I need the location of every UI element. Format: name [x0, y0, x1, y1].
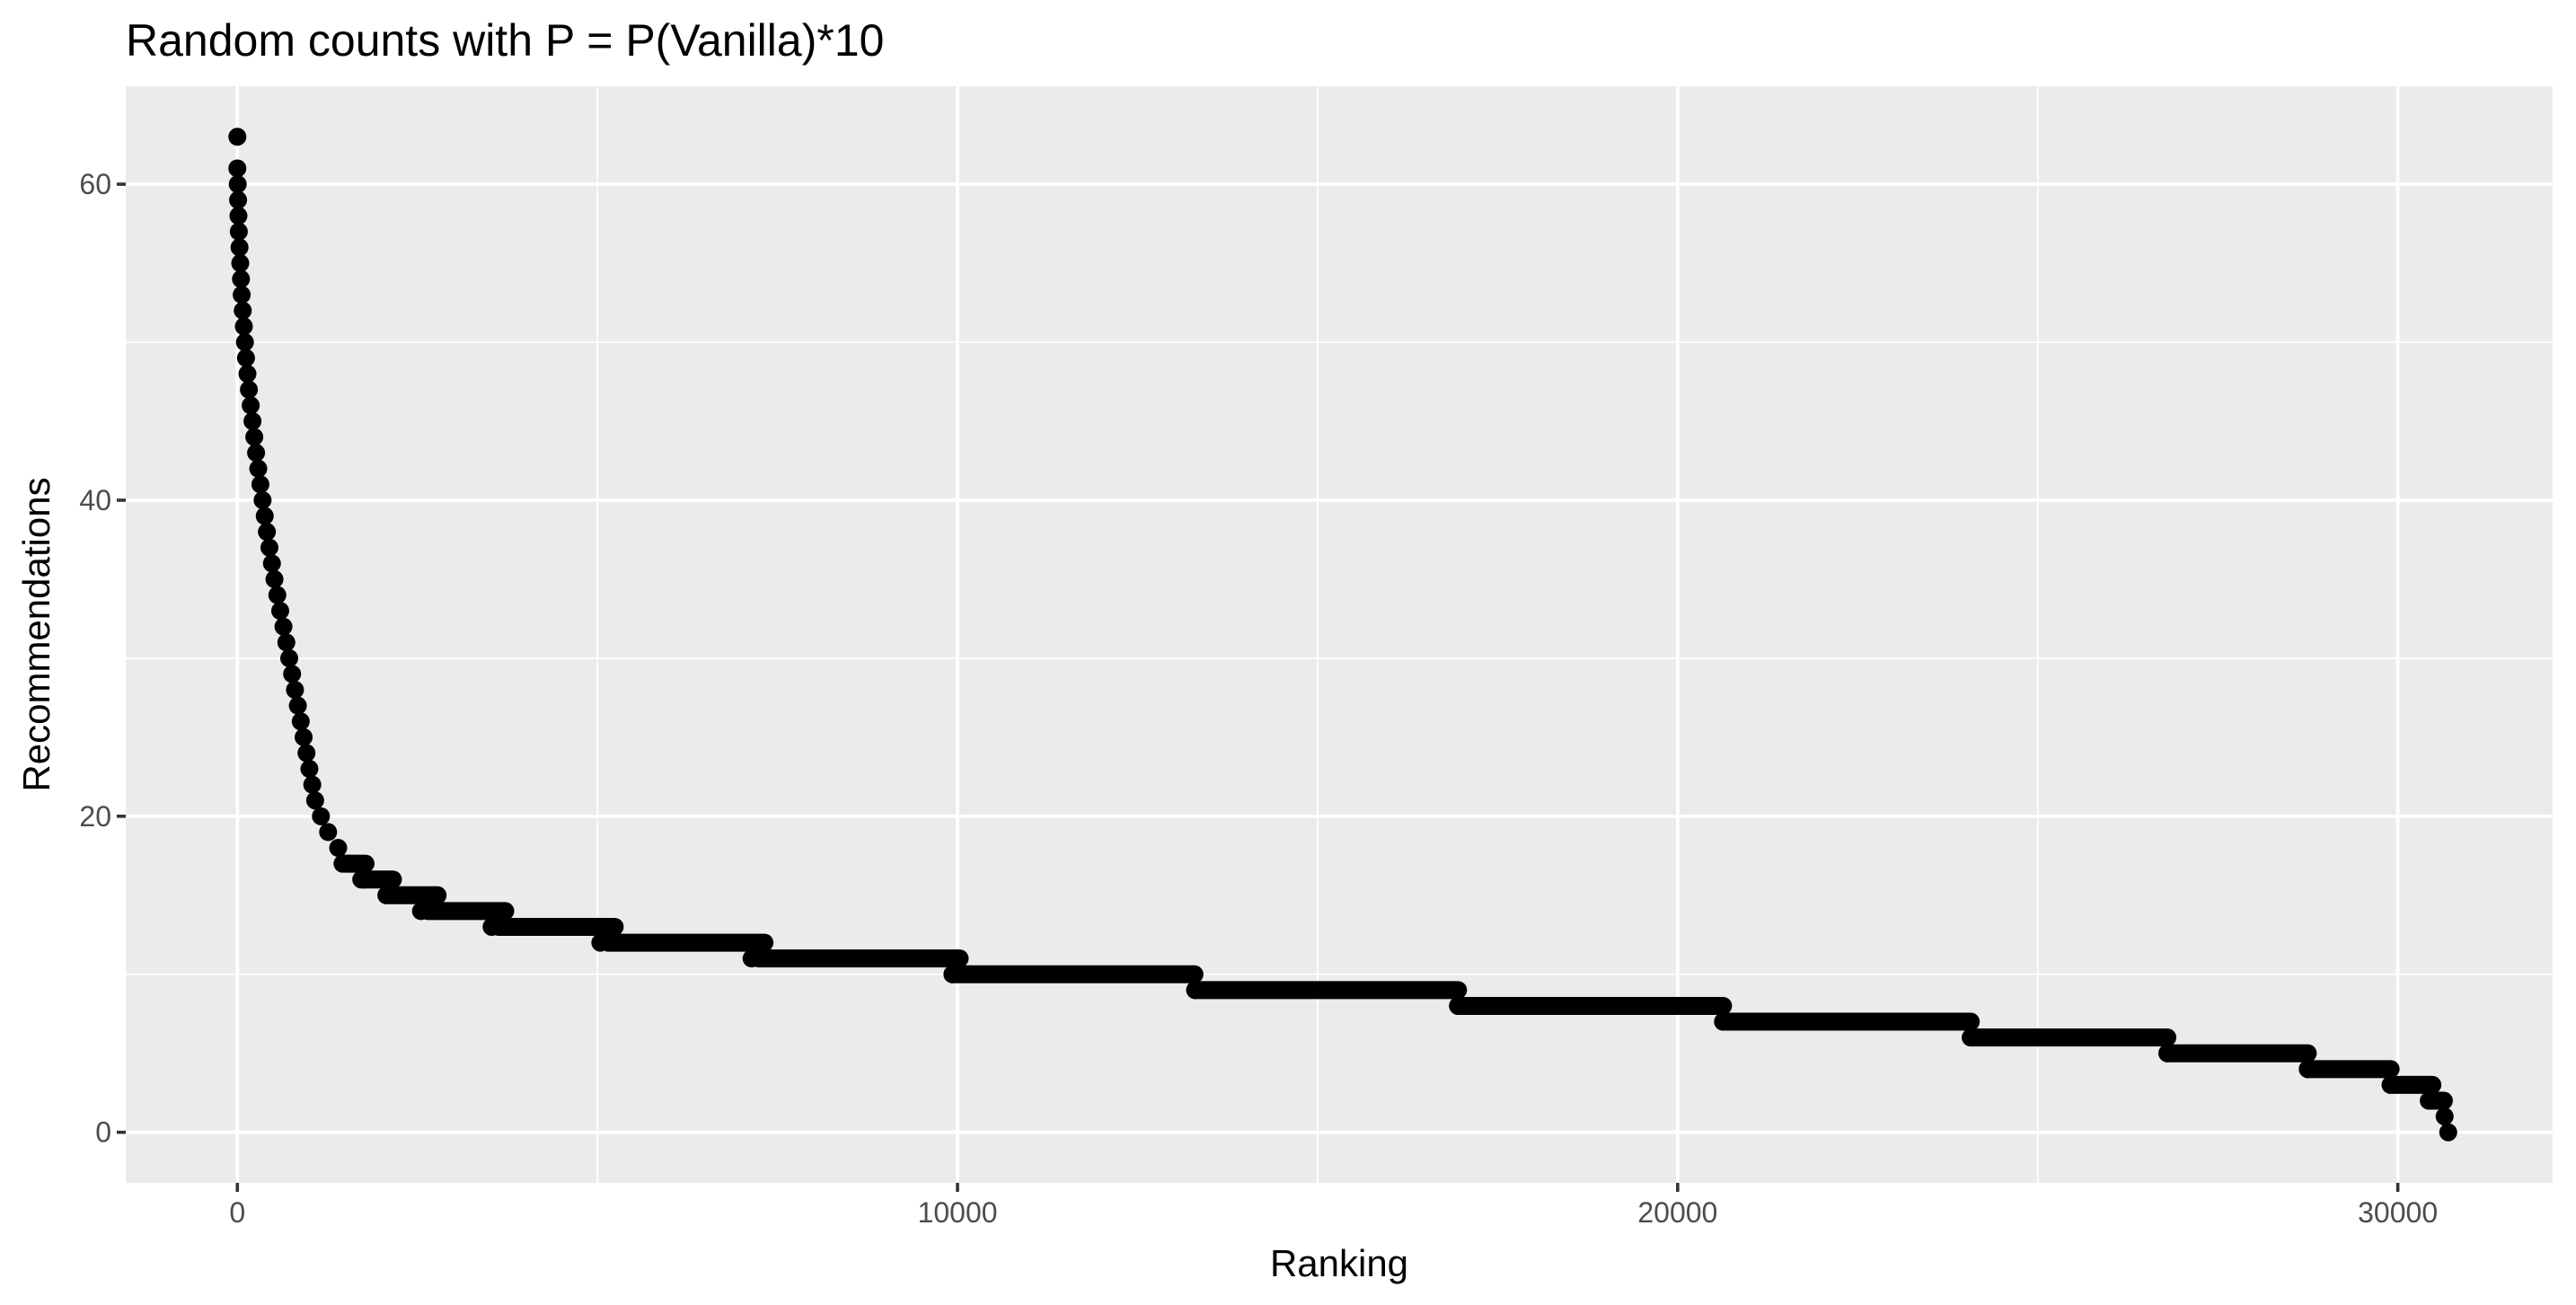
data-point — [236, 348, 255, 367]
x-tick-label: 30000 — [2358, 1196, 2438, 1229]
data-point — [230, 238, 249, 257]
data-point — [234, 317, 253, 336]
data-point-run — [1714, 1012, 1981, 1031]
data-point — [243, 411, 262, 430]
data-point — [229, 190, 248, 209]
y-tick-label: 20 — [79, 800, 111, 833]
data-point — [260, 538, 278, 557]
data-point — [265, 569, 284, 588]
data-point — [240, 380, 259, 399]
data-point — [312, 807, 331, 825]
data-point — [268, 586, 287, 604]
data-point — [242, 396, 260, 415]
major-gridlines — [126, 86, 2553, 1183]
data-point-run — [943, 965, 1204, 983]
data-point — [280, 648, 299, 667]
data-point — [288, 696, 307, 715]
data-point-run — [2158, 1044, 2317, 1063]
data-point — [251, 475, 269, 494]
data-point-run — [419, 902, 515, 921]
data-point — [2435, 1107, 2454, 1126]
data-point — [229, 207, 248, 225]
data-point-run — [2298, 1060, 2400, 1079]
data-point — [249, 459, 268, 478]
data-point — [253, 490, 272, 509]
data-point — [319, 823, 338, 842]
data-point — [742, 949, 761, 968]
data-point — [247, 444, 266, 463]
data-point-run — [1449, 996, 1733, 1015]
x-axis-ticks: 0 10000 20000 30000 — [229, 1183, 2438, 1229]
data-point — [2421, 1091, 2439, 1110]
data-point — [1962, 1028, 1981, 1047]
data-point — [2298, 1060, 2317, 1079]
y-tick-label: 0 — [95, 1116, 111, 1149]
data-point-run — [1186, 981, 1468, 1000]
data-point — [228, 159, 247, 178]
data-point — [245, 428, 264, 446]
data-point-run — [1962, 1028, 2177, 1047]
data-point — [329, 839, 348, 858]
data-point-run — [749, 949, 969, 968]
x-axis-title: Ranking — [1270, 1242, 1408, 1284]
data-point — [228, 175, 247, 194]
data-point — [229, 222, 248, 241]
x-tick-label: 20000 — [1637, 1196, 1717, 1229]
data-point — [255, 507, 274, 525]
minor-gridlines — [126, 86, 2553, 1183]
data-point — [300, 760, 319, 779]
data-point — [228, 128, 247, 146]
data-point — [270, 602, 289, 621]
data-point — [1714, 1012, 1733, 1031]
data-point — [303, 775, 322, 794]
x-tick-label: 0 — [229, 1196, 245, 1229]
data-point — [231, 254, 250, 273]
data-point — [234, 301, 252, 320]
data-point — [262, 554, 281, 573]
chart-title: Random counts with P = P(Vanilla)*10 — [126, 15, 884, 66]
data-point — [305, 791, 324, 810]
y-tick-label: 40 — [79, 484, 111, 516]
data-point — [277, 633, 296, 652]
data-point — [1449, 996, 1468, 1015]
data-point — [286, 681, 304, 700]
data-point — [291, 712, 310, 731]
data-point — [340, 854, 359, 873]
data-point-run — [599, 933, 774, 952]
data-point — [411, 902, 430, 921]
data-point — [232, 269, 251, 288]
data-points — [228, 128, 2457, 1142]
data-point — [235, 333, 254, 352]
data-point — [2381, 1075, 2400, 1094]
data-point — [274, 617, 293, 636]
data-point — [283, 665, 302, 683]
data-point — [355, 870, 374, 889]
data-point-run — [377, 886, 447, 904]
data-point — [2439, 1123, 2457, 1142]
data-point — [943, 965, 962, 983]
data-point — [377, 886, 396, 904]
data-point — [295, 727, 313, 746]
y-tick-label: 60 — [79, 168, 111, 200]
data-point — [258, 523, 277, 542]
data-point — [1186, 981, 1204, 1000]
plot-panel — [126, 86, 2553, 1183]
data-point — [297, 744, 316, 763]
data-point — [238, 365, 257, 384]
data-point — [233, 286, 251, 304]
data-point-run — [490, 917, 624, 936]
y-axis-ticks: 0 20 40 60 — [79, 168, 126, 1149]
x-tick-label: 10000 — [918, 1196, 998, 1229]
y-axis-title: Recommendations — [15, 477, 57, 791]
data-point — [2158, 1044, 2177, 1063]
data-point — [482, 917, 501, 936]
data-point — [591, 933, 610, 952]
